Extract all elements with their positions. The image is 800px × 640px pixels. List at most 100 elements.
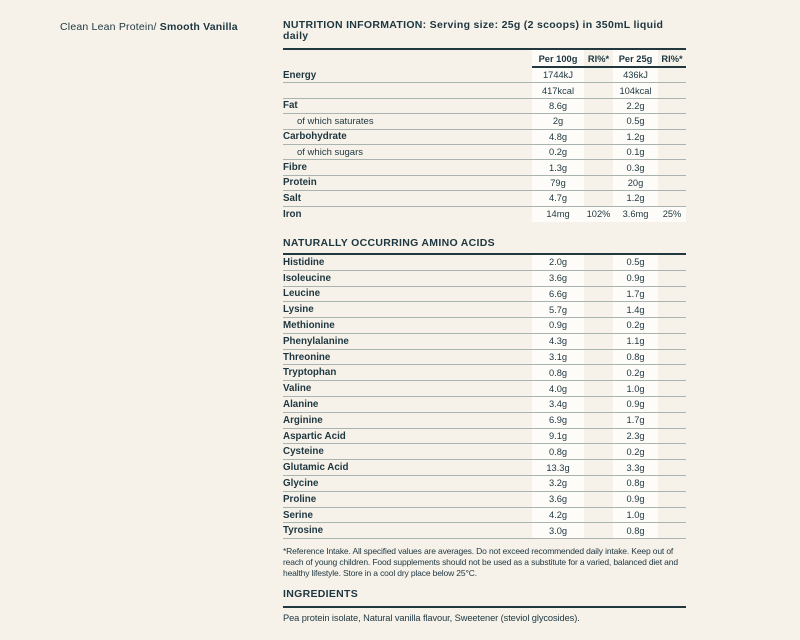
table-row: Tryptophan 0.8g 0.2g xyxy=(283,365,686,382)
row-value xyxy=(584,492,613,507)
row-label: Protein xyxy=(283,177,317,189)
divider xyxy=(283,605,686,608)
row-value xyxy=(658,145,686,159)
row-value xyxy=(658,99,686,113)
column-header-ri1: RI%* xyxy=(587,54,610,64)
row-value xyxy=(584,83,613,97)
row-value: 0.9g xyxy=(626,399,645,410)
table-row: Glycine 3.2g 0.8g xyxy=(283,476,686,492)
row-label: Threonine xyxy=(283,351,331,363)
row-value: 417kcal xyxy=(541,85,575,96)
row-value xyxy=(658,83,686,97)
row-value: 13.3g xyxy=(546,462,570,473)
table-row: Leucine 6.6g 1.7g xyxy=(283,287,686,303)
row-value xyxy=(658,255,686,270)
row-value xyxy=(584,318,613,333)
row-value xyxy=(584,145,613,159)
row-value xyxy=(584,114,613,128)
row-label: Tyrosine xyxy=(283,525,324,537)
row-value: 2.3g xyxy=(626,431,645,442)
row-label: Valine xyxy=(283,383,312,395)
row-value xyxy=(658,429,686,444)
row-value xyxy=(658,318,686,333)
row-label: Carbohydrate xyxy=(283,131,347,143)
row-value: 0.5g xyxy=(626,116,645,127)
row-label: Glutamic Acid xyxy=(283,462,349,474)
row-label: Iron xyxy=(283,208,302,220)
row-value xyxy=(584,350,613,365)
row-label: Isoleucine xyxy=(283,272,331,284)
row-value xyxy=(584,176,613,190)
row-value xyxy=(658,160,686,174)
table-row: Phenylalanine 4.3g 1.1g xyxy=(283,334,686,350)
row-value: 0.1g xyxy=(626,147,645,158)
row-value: 0.8g xyxy=(548,446,568,457)
product-variant: Smooth Vanilla xyxy=(159,21,238,33)
row-label: Phenylalanine xyxy=(283,335,349,347)
table-row: Alanine 3.4g 0.9g xyxy=(283,397,686,413)
row-value: 79g xyxy=(550,177,566,188)
row-value: 1.0g xyxy=(626,383,645,394)
row-value: 1.7g xyxy=(626,288,645,299)
amino-acid-rows: Histidine 2.0g 0.5g Isoleucine 3.6g 0.9g Leuci… xyxy=(283,255,686,540)
row-value: 4.0g xyxy=(548,383,568,394)
row-value: 4.2g xyxy=(548,510,568,521)
row-value: 4.3g xyxy=(548,336,568,347)
divider xyxy=(283,252,686,255)
table-column-headers: Per 100g RI%* Per 25g RI%* xyxy=(283,50,686,68)
nutrition-table: Per 100g RI%* Per 25g RI%* Energy 1744kJ 4… xyxy=(283,50,686,222)
table-row: Lysine 5.7g 1.4g xyxy=(283,302,686,319)
row-value: 3.1g xyxy=(548,352,568,363)
table-row: of which sugars 0.2g 0.1g xyxy=(283,145,686,161)
row-value: 1.2g xyxy=(626,131,645,142)
row-value xyxy=(584,476,613,491)
row-value xyxy=(658,444,686,459)
table-row: 417kcal 104kcal xyxy=(283,83,686,99)
row-label: Histidine xyxy=(283,256,325,268)
row-value xyxy=(584,365,613,380)
product-name: Clean Lean Protein/ xyxy=(60,21,160,33)
row-value xyxy=(658,413,686,428)
row-value xyxy=(658,350,686,365)
row-value: 0.3g xyxy=(626,162,645,173)
row-value xyxy=(658,397,686,412)
row-value: 1.1g xyxy=(626,336,645,347)
amino-acids-section-header: NATURALLY OCCURRING AMINO ACIDS xyxy=(283,237,686,255)
row-value xyxy=(658,176,686,190)
row-label: Glycine xyxy=(283,477,319,489)
table-row: Glutamic Acid 13.3g 3.3g xyxy=(283,460,686,477)
row-value: 3.6g xyxy=(548,494,568,505)
row-value: 1.0g xyxy=(626,510,645,521)
row-value xyxy=(584,191,613,205)
row-label: Proline xyxy=(283,493,317,505)
table-row: Valine 4.0g 1.0g xyxy=(283,381,686,398)
row-value xyxy=(584,160,613,174)
row-value xyxy=(584,287,613,302)
table-row: of which saturates 2g 0.5g xyxy=(283,114,686,130)
row-value: 3.0g xyxy=(548,525,568,536)
table-row: Salt 4.7g 1.2g xyxy=(283,191,686,207)
table-row: Cysteine 0.8g 0.2g xyxy=(283,444,686,461)
row-value: 4.7g xyxy=(548,193,568,204)
row-value xyxy=(658,492,686,507)
row-value xyxy=(658,460,686,475)
row-value: 3.4g xyxy=(548,399,568,410)
column-highlight-band xyxy=(613,254,658,540)
row-label: Energy xyxy=(283,69,317,81)
row-value xyxy=(658,381,686,396)
table-row: Arginine 6.9g 1.7g xyxy=(283,413,686,429)
column-header-ri2: RI%* xyxy=(661,54,683,64)
row-label: of which sugars xyxy=(297,146,364,158)
row-value xyxy=(584,523,613,538)
column-highlight-band xyxy=(532,254,584,540)
row-value xyxy=(584,302,613,317)
row-label: Tryptophan xyxy=(283,367,337,379)
row-value: 1.7g xyxy=(626,415,645,426)
row-value: 1.4g xyxy=(626,304,645,315)
row-value: 8.6g xyxy=(548,100,568,111)
table-row: Threonine 3.1g 0.8g xyxy=(283,350,686,366)
divider xyxy=(283,48,686,50)
row-value xyxy=(584,255,613,270)
row-value: 2.2g xyxy=(626,100,645,111)
row-value xyxy=(584,68,613,82)
